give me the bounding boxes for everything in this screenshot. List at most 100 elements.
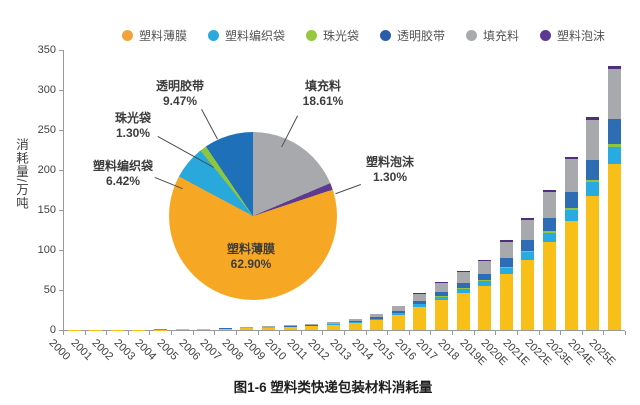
pie-label-tape-pct: 9.47% — [162, 93, 198, 108]
bar-2019E — [478, 259, 492, 330]
bar-segment — [521, 250, 535, 253]
bar-2024E — [586, 117, 600, 330]
bar-segment — [326, 322, 340, 324]
bar-segment — [370, 317, 384, 319]
x-tick — [63, 331, 64, 335]
x-tick — [581, 331, 583, 335]
figure-caption: 图1-6 塑料类快递包装材料消耗量 — [233, 380, 433, 395]
y-axis-line — [63, 50, 64, 330]
x-tick — [300, 331, 302, 335]
bar-2006 — [197, 328, 211, 330]
y-axis-title: 消耗量/万吨 — [14, 138, 28, 210]
x-tick-label-2001: 2001 — [68, 337, 94, 363]
bar-segment — [456, 282, 470, 289]
pie-label-pearl: 珠光袋 1.30% — [83, 111, 183, 140]
bar-segment — [521, 252, 535, 260]
y-tick — [59, 49, 63, 51]
y-tick — [59, 249, 63, 251]
bar-segment — [434, 282, 448, 283]
bar-segment — [564, 157, 578, 160]
bar-segment — [348, 322, 362, 330]
pie-label-filler-pct: 18.61% — [302, 93, 344, 108]
y-tick-label: 150 — [37, 204, 56, 216]
bar-segment — [305, 324, 319, 326]
bar-segment — [543, 241, 557, 330]
bar-2008 — [240, 327, 254, 330]
x-tick — [235, 331, 237, 335]
bar-2005 — [175, 329, 189, 330]
pie-label-tape-name: 透明胶带 — [155, 79, 204, 93]
bar-segment — [391, 314, 405, 330]
pie-label-woven: 塑料编织袋 6.42% — [73, 159, 173, 188]
y-tick-label: 250 — [37, 124, 56, 136]
bar-segment — [370, 318, 384, 320]
x-tick — [603, 331, 605, 335]
y-tick — [59, 209, 63, 211]
bar-segment — [478, 285, 492, 330]
bar-2014 — [370, 314, 384, 330]
x-tick-label-2017: 2017 — [413, 337, 440, 363]
bar-segment — [456, 288, 470, 289]
x-tick — [279, 331, 281, 335]
x-tick — [473, 331, 475, 335]
x-tick — [516, 331, 518, 335]
legend-item-5: 塑料泡沫 — [540, 27, 605, 44]
bar-segment — [434, 296, 448, 300]
bar-segment — [262, 327, 276, 330]
legend-swatch-icon — [466, 30, 478, 41]
pie-label-tape: 透明胶带 9.47% — [130, 79, 230, 108]
bar-segment — [499, 240, 513, 242]
bar-2023E — [564, 157, 578, 330]
x-tick-label-2012: 2012 — [305, 337, 332, 363]
bar-segment — [305, 325, 319, 326]
bar-segment — [607, 147, 621, 164]
bar-segment — [543, 191, 557, 218]
x-tick — [214, 331, 216, 335]
bar-segment — [478, 260, 492, 274]
bar-segment — [326, 324, 340, 325]
bar-segment — [521, 219, 535, 241]
bar-segment — [543, 231, 557, 233]
x-tick — [344, 331, 345, 335]
x-tick-label-2015: 2015 — [370, 337, 397, 363]
bar-segment — [499, 273, 513, 330]
bar-2009 — [262, 326, 276, 330]
bar-segment — [586, 196, 600, 330]
bar-segment — [586, 117, 600, 120]
bar-segment — [586, 182, 600, 197]
x-tick — [192, 331, 194, 335]
bar-segment — [434, 299, 448, 330]
x-tick-label-2018: 2018 — [435, 337, 462, 363]
legend-item-1: 塑料编织袋 — [207, 27, 285, 44]
bar-segment — [499, 258, 513, 267]
x-tick-label-2010: 2010 — [262, 337, 289, 363]
bar-2018 — [456, 270, 470, 330]
bar-segment — [391, 310, 405, 314]
bar-segment — [521, 259, 535, 330]
x-tick-label-2014: 2014 — [349, 337, 375, 363]
bar-segment — [607, 66, 621, 70]
legend-item-3: 透明胶带 — [380, 27, 445, 44]
bar-2021E — [521, 218, 535, 330]
x-tick — [452, 331, 454, 335]
bar-segment — [413, 306, 427, 330]
y-tick-label: 200 — [37, 164, 56, 176]
x-tick — [365, 331, 367, 335]
x-tick — [322, 331, 324, 335]
bar-2007 — [218, 328, 232, 330]
legend-swatch-icon — [121, 30, 133, 41]
bar-segment — [499, 267, 513, 274]
bar-segment — [434, 296, 448, 297]
bar-segment — [391, 306, 405, 311]
bar-2016 — [413, 293, 427, 330]
x-tick — [387, 331, 389, 335]
y-tick-label: 100 — [37, 244, 56, 256]
bar-segment — [175, 329, 189, 330]
x-tick-label-2002: 2002 — [89, 337, 116, 363]
legend-swatch-icon — [207, 30, 219, 41]
pie-label-film-pct: 62.90% — [230, 256, 272, 271]
bar-2013 — [348, 318, 362, 330]
bar-segment — [543, 232, 557, 242]
x-tick — [560, 331, 562, 335]
